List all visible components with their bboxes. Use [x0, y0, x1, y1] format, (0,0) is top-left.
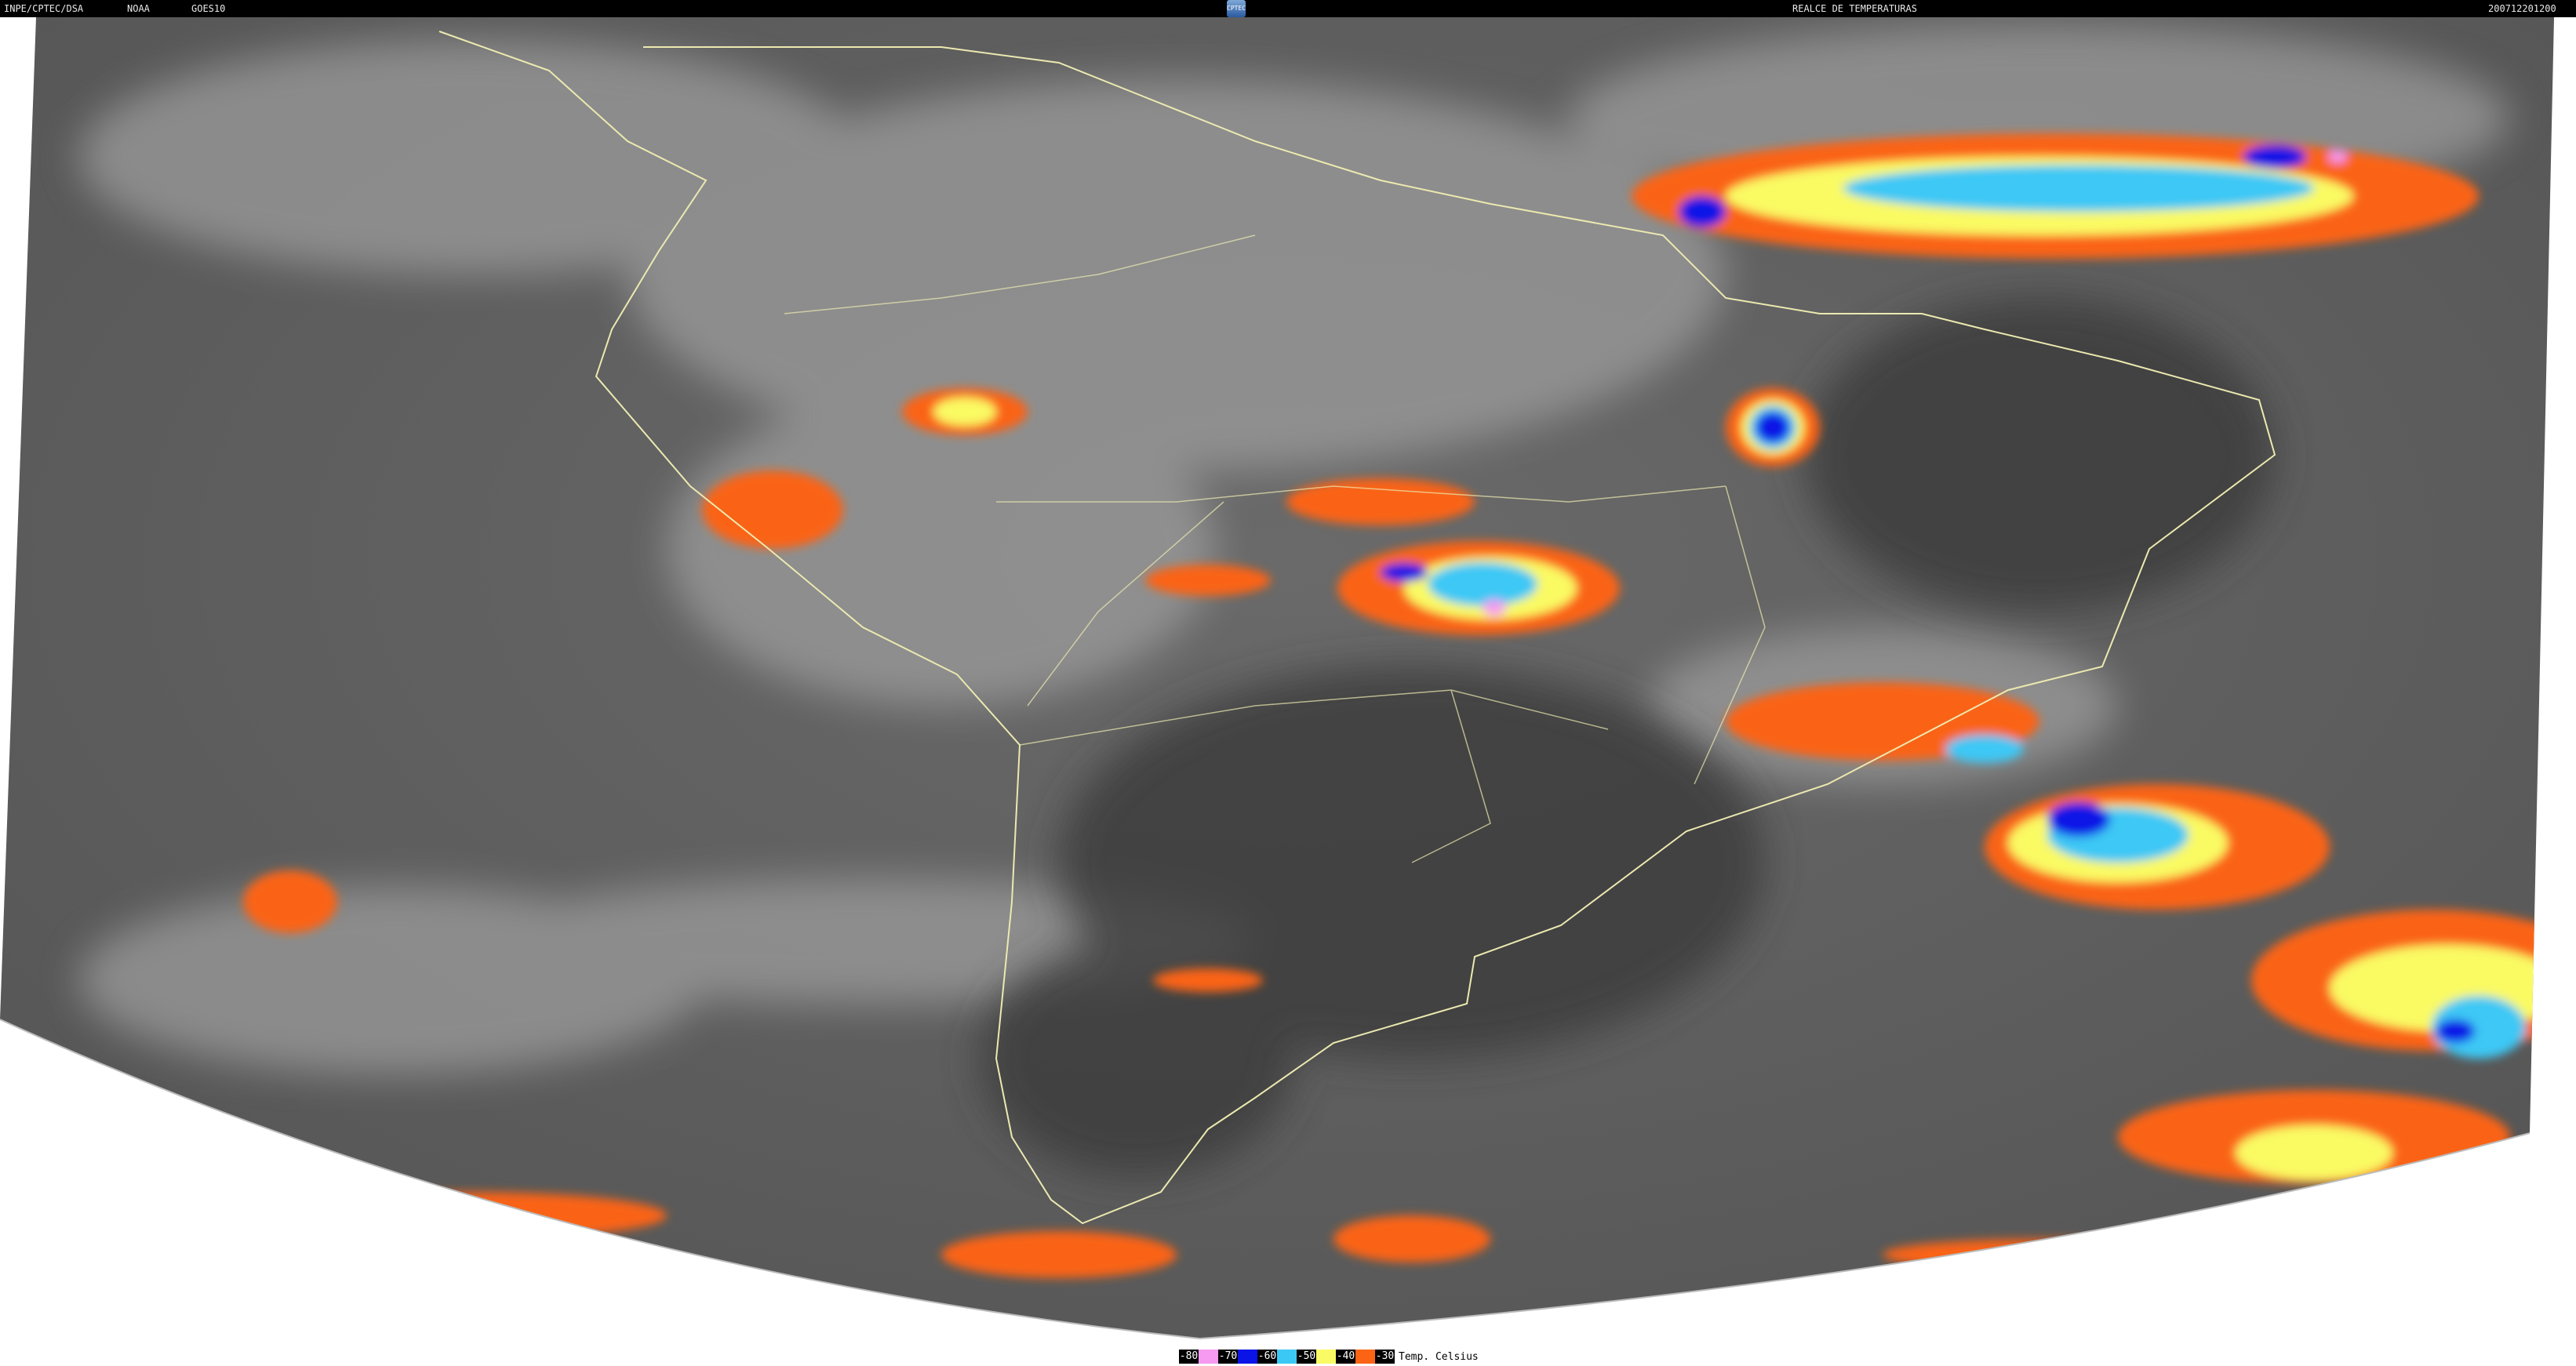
legend-swatch — [1238, 1350, 1257, 1364]
legend-label: -70 — [1218, 1350, 1238, 1364]
product-label: REALCE DE TEMPERATURAS — [1792, 3, 1917, 14]
datetime-label: 200712201200 — [2488, 3, 2556, 14]
coastline-outline — [438, 31, 2276, 1225]
satellite-image — [0, 17, 2554, 1340]
legend-unit: Temp. Celsius — [1399, 1350, 1479, 1363]
satellite-label: GOES10 — [191, 3, 226, 14]
agency-label: INPE/CPTEC/DSA — [4, 3, 84, 14]
legend-swatch — [1355, 1350, 1375, 1364]
legend-label: -60 — [1257, 1350, 1277, 1364]
header-bar: INPE/CPTEC/DSA NOAA GOES10 CPTEC REALCE … — [0, 0, 2576, 17]
legend-label: -30 — [1375, 1350, 1395, 1364]
source-label: NOAA — [127, 3, 150, 14]
legend-swatch — [1277, 1350, 1297, 1364]
legend-label: -80 — [1179, 1350, 1199, 1364]
legend-swatch — [1199, 1350, 1218, 1364]
legend-label: -50 — [1297, 1350, 1316, 1364]
country-borders — [784, 234, 1766, 863]
legend-swatch — [1316, 1350, 1336, 1364]
cptec-logo: CPTEC — [1227, 0, 1246, 17]
legend-label: -40 — [1336, 1350, 1355, 1364]
temperature-legend: -80 -70 -60 -50 -40 -30 Temp. Celsius — [1179, 1350, 1479, 1364]
